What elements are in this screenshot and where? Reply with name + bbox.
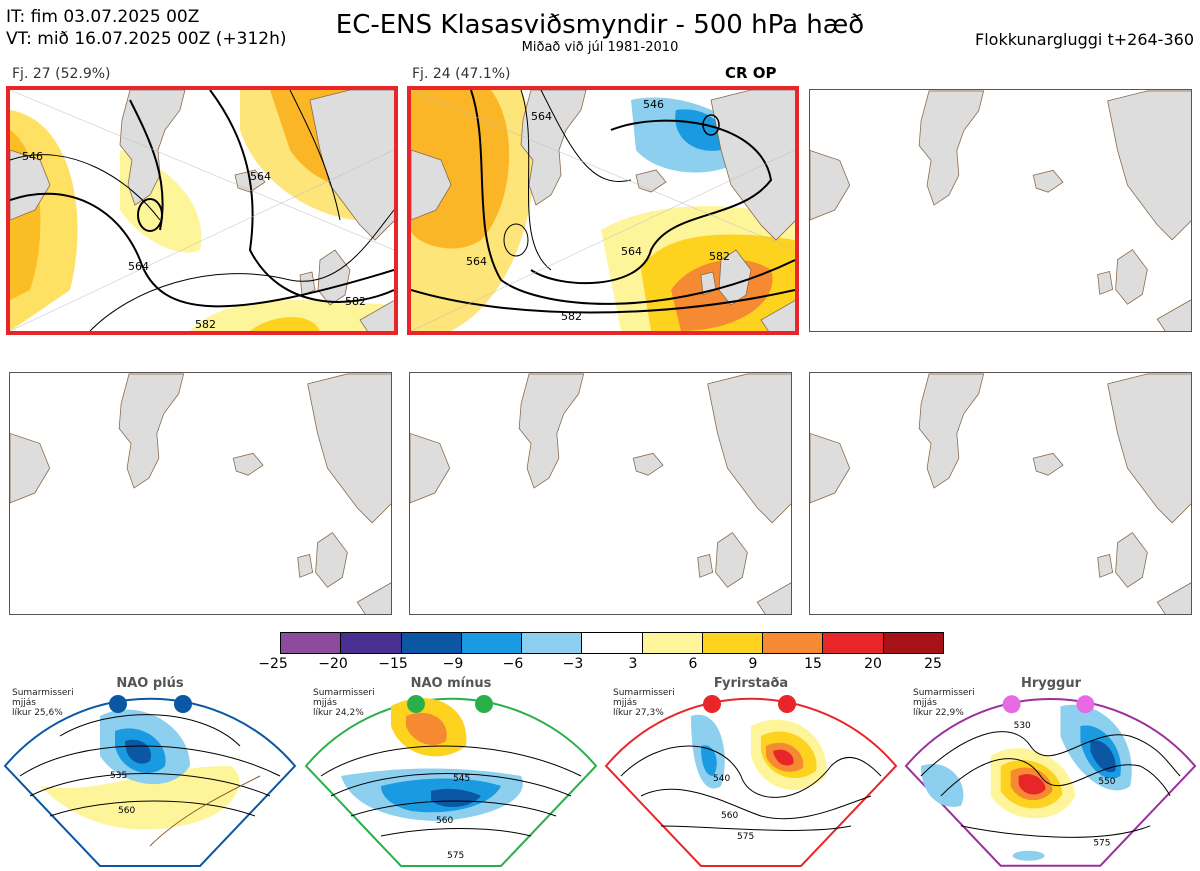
contour-label: 545 — [453, 774, 470, 784]
contour-label: 546 — [643, 98, 664, 111]
colorbar-tick: −9 — [442, 656, 464, 672]
regime-meta: Sumarmisseri mjjás líkur 24,2% — [313, 688, 375, 718]
contour-label: 560 — [721, 811, 738, 821]
regime-name: NAO mínus — [410, 676, 492, 691]
contour-label: 564 — [621, 245, 642, 258]
contour-label: 560 — [436, 816, 453, 826]
colorbar-bin — [522, 633, 583, 653]
contour-label: 564 — [250, 170, 271, 183]
contour-label: 546 — [22, 150, 43, 163]
colorbar-bin — [401, 633, 462, 653]
contour-label: 564 — [128, 260, 149, 273]
regime-probability: líkur 27,3% — [613, 708, 664, 718]
regime-probability: líkur 22,9% — [913, 708, 964, 718]
empty-cluster-map-4 — [9, 372, 392, 615]
page-subtitle: Miðað við júl 1981-2010 — [521, 40, 679, 55]
colorbar-bin — [582, 633, 643, 653]
regime-smoothing: mjjás — [313, 698, 337, 708]
regime-ridge: 530 550 575 Hryggur Sumarmisseri mjjás l… — [901, 676, 1200, 871]
colorbar-tick: 6 — [688, 656, 698, 672]
valid-time: VT: mið 16.07.2025 00Z (+312h) — [6, 29, 287, 49]
contour-label: 560 — [118, 806, 135, 816]
colorbar-bin — [702, 633, 764, 653]
cluster-map-1[interactable]: 546 564 564 582 582 — [6, 86, 398, 335]
contour-label: 564 — [466, 255, 487, 268]
colorbar-bin — [763, 633, 824, 653]
anomaly-colorbar — [280, 632, 944, 654]
regime-season: Sumarmisseri — [913, 688, 975, 698]
regime-season: Sumarmisseri — [613, 688, 675, 698]
contour-label: 575 — [1093, 839, 1110, 849]
contour-label: 540 — [713, 774, 730, 784]
contour-label: 575 — [737, 832, 754, 842]
contour-label: 582 — [345, 295, 366, 308]
regime-blocking: 540 560 575 Fyrirstaða Sumarmisseri mjjá… — [601, 676, 901, 871]
cluster-label-1: Fj. 27 (52.9%) — [12, 66, 111, 82]
colorbar-tick: 25 — [924, 656, 942, 672]
regime-smoothing: mjjás — [12, 698, 36, 708]
colorbar-bin — [341, 633, 402, 653]
contour-label: 564 — [531, 110, 552, 123]
colorbar-tick: −20 — [318, 656, 348, 672]
regime-smoothing: mjjás — [613, 698, 637, 708]
contour-label: 575 — [447, 851, 464, 861]
contour-label: 582 — [195, 318, 216, 331]
contour-label: 535 — [110, 771, 127, 781]
regime-nao-plus: 535 560 NAO plús Sumarmisseri mjjás líku… — [0, 676, 300, 871]
classification-window: Flokkunargluggi t+264-360 — [975, 30, 1194, 49]
regime-meta: Sumarmisseri mjjás líkur 25,6% — [12, 688, 74, 718]
colorbar-bin — [642, 633, 703, 653]
initial-time: IT: fim 03.07.2025 00Z — [6, 7, 200, 27]
header-info: IT: fim 03.07.2025 00Z VT: mið 16.07.202… — [6, 6, 287, 50]
cluster-map-2[interactable]: 546 564 564 564 582 582 — [407, 86, 799, 335]
empty-cluster-map-5 — [409, 372, 792, 615]
cluster-label-2: Fj. 24 (47.1%) — [412, 66, 511, 82]
regime-name: Hryggur — [1020, 676, 1082, 691]
regime-season: Sumarmisseri — [12, 688, 74, 698]
colorbar-bin — [281, 633, 342, 653]
regime-season: Sumarmisseri — [313, 688, 375, 698]
empty-cluster-map-6 — [809, 372, 1192, 615]
regime-meta: Sumarmisseri mjjás líkur 27,3% — [613, 688, 675, 718]
colorbar-tick: −6 — [502, 656, 524, 672]
colorbar-bin — [883, 633, 943, 653]
contour-label: 582 — [709, 250, 730, 263]
contour-label: 582 — [561, 310, 582, 323]
regime-probability: líkur 24,2% — [313, 708, 364, 718]
control-operational-marker: CR OP — [725, 64, 777, 82]
colorbar-tick: −15 — [378, 656, 408, 672]
colorbar-bin — [461, 633, 523, 653]
contour-label: 530 — [1014, 721, 1031, 731]
colorbar-tick: 20 — [864, 656, 882, 672]
regime-smoothing: mjjás — [913, 698, 937, 708]
regime-probability: líkur 25,6% — [12, 708, 63, 718]
regime-name: Fyrirstaða — [713, 676, 789, 691]
colorbar-tick: 15 — [804, 656, 822, 672]
regime-meta: Sumarmisseri mjjás líkur 22,9% — [913, 688, 975, 718]
page-title: EC-ENS Klasasviðsmyndir - 500 hPa hæð — [335, 10, 865, 40]
colorbar-tick: −3 — [562, 656, 584, 672]
empty-cluster-map-3 — [809, 89, 1192, 332]
colorbar-tick: 3 — [628, 656, 638, 672]
colorbar-tick: 9 — [748, 656, 758, 672]
contour-label: 550 — [1098, 777, 1115, 787]
regime-nao-minus: 545 560 575 NAO mínus Sumarmisseri mjjás… — [301, 676, 601, 871]
colorbar-bin — [823, 633, 884, 653]
regime-name: NAO plús — [116, 676, 184, 691]
colorbar-tick: −25 — [258, 656, 288, 672]
